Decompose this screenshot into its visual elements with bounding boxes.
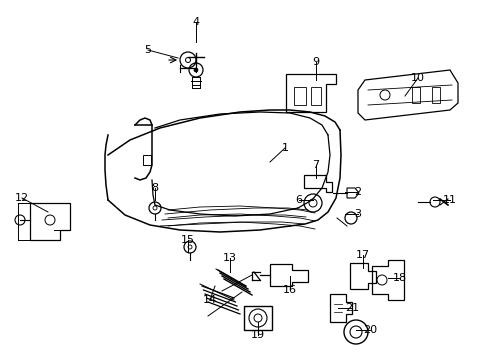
Bar (244, 306, 271, 330)
Text: 7: 7 (312, 160, 319, 170)
Bar (431, 87, 439, 103)
Text: 4: 4 (192, 17, 199, 27)
Text: 9: 9 (312, 57, 319, 67)
Bar (142, 155, 151, 165)
Text: 5: 5 (144, 45, 151, 55)
Bar (293, 87, 305, 105)
Text: 21: 21 (344, 303, 358, 313)
Text: 17: 17 (355, 250, 369, 260)
Text: 10: 10 (410, 73, 424, 83)
Bar (310, 87, 320, 105)
Text: 12: 12 (15, 193, 29, 203)
Text: 8: 8 (151, 183, 158, 193)
Text: 13: 13 (223, 253, 237, 263)
Text: 2: 2 (354, 187, 361, 197)
Text: 19: 19 (250, 330, 264, 340)
Text: 18: 18 (392, 273, 406, 283)
Text: 3: 3 (354, 209, 361, 219)
Text: 11: 11 (442, 195, 456, 205)
Text: 6: 6 (295, 195, 302, 205)
Text: 20: 20 (362, 325, 376, 335)
Text: 14: 14 (203, 295, 217, 305)
Text: 1: 1 (281, 143, 288, 153)
Text: 15: 15 (181, 235, 195, 245)
Circle shape (194, 68, 198, 72)
Bar (411, 87, 419, 103)
Text: 16: 16 (283, 285, 296, 295)
